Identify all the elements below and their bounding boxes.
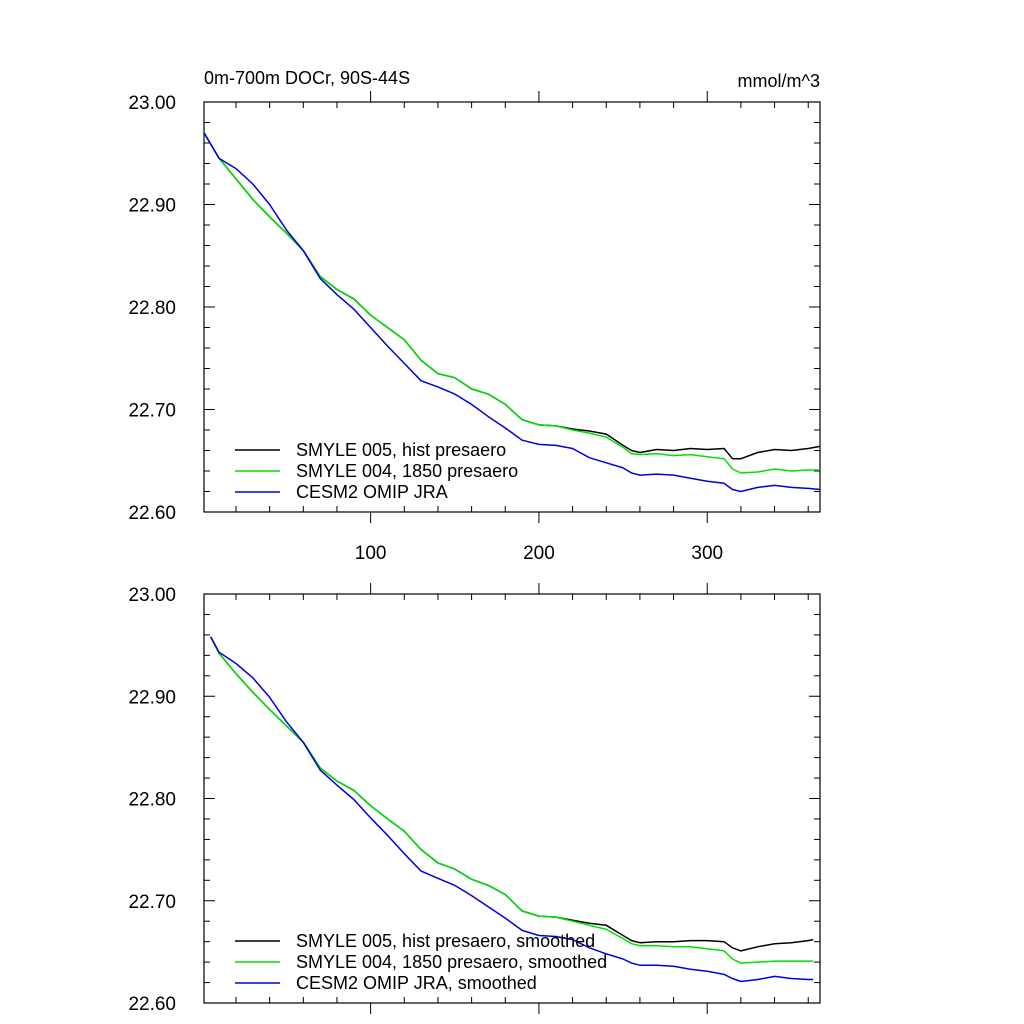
series-line bbox=[210, 636, 814, 964]
series-line bbox=[203, 132, 821, 493]
x-tick-label: 300 bbox=[691, 543, 723, 564]
series-line bbox=[210, 636, 814, 952]
legend-label: SMYLE 005, hist presaero, smoothed bbox=[296, 931, 595, 951]
x-tick-label: 100 bbox=[355, 543, 387, 564]
legend-label: CESM2 OMIP JRA bbox=[296, 482, 448, 502]
top-panel: 22.60 22.70 22.80 22.90 23.00 100 200 300 SMYLE … bbox=[128, 91, 821, 564]
y-tick-label: 23.00 bbox=[128, 93, 176, 114]
units-label: mmol/m^3 bbox=[738, 71, 820, 91]
y-tick-label: 22.70 bbox=[128, 892, 176, 913]
legend-label: SMYLE 004, 1850 presaero, smoothed bbox=[296, 952, 607, 972]
y-tick-label: 22.80 bbox=[128, 790, 176, 811]
legend-label: SMYLE 005, hist presaero bbox=[296, 440, 506, 460]
y-tick-label: 22.60 bbox=[128, 503, 176, 524]
y-tick-label: 23.00 bbox=[128, 585, 176, 606]
bottom-panel: 22.60 22.70 22.80 22.90 23.00 SMYLE 005, hist… bbox=[128, 583, 821, 1015]
y-tick-label: 22.90 bbox=[128, 687, 176, 708]
y-tick-label: 22.90 bbox=[128, 196, 176, 217]
plot-title: 0m-700m DOCr, 90S-44S bbox=[204, 68, 410, 88]
legend-label: CESM2 OMIP JRA, smoothed bbox=[296, 973, 537, 993]
x-tick-label: 200 bbox=[523, 543, 555, 564]
series-line bbox=[210, 636, 814, 983]
y-tick-label: 22.60 bbox=[128, 994, 176, 1015]
legend-label: SMYLE 004, 1850 presaero bbox=[296, 461, 518, 481]
y-tick-label: 22.80 bbox=[128, 298, 176, 319]
series-line bbox=[203, 132, 820, 474]
y-tick-label: 22.70 bbox=[128, 401, 176, 422]
